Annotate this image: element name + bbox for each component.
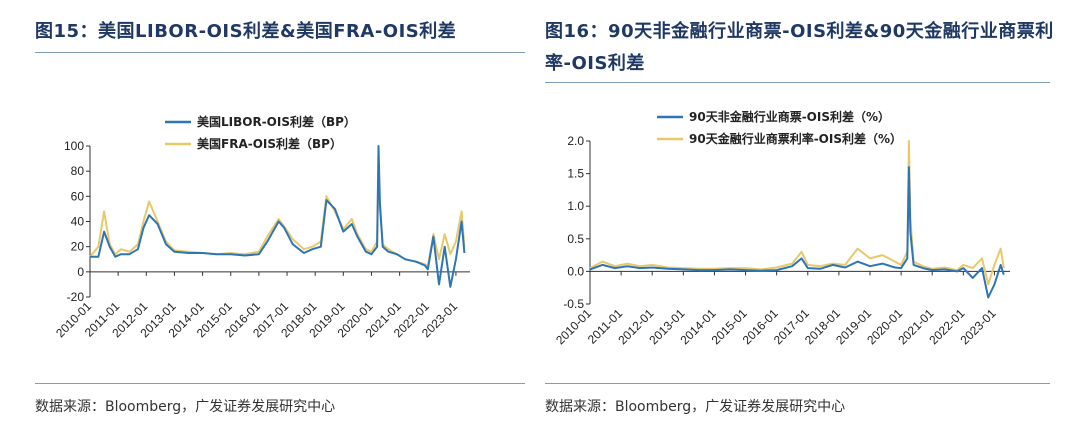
right-chart-panel: 图16：90天非金融行业商票-OIS利差&90天金融行业商票利率-OIS利差 2… — [545, 0, 1080, 444]
y-tick-label: 0.5 — [567, 232, 584, 246]
y-tick-label: 20 — [71, 240, 85, 254]
y-tick-label: 80 — [71, 164, 85, 178]
y-tick-label: 2.0 — [567, 134, 584, 148]
right-title-rule — [545, 82, 1050, 83]
y-tick-label: 0.0 — [567, 264, 584, 278]
series-line-gold — [89, 170, 466, 268]
y-tick-label: 60 — [71, 189, 85, 203]
left-source-text: 数据来源：Bloomberg，广发证券发展研究中心 — [35, 399, 336, 415]
legend-label: 90天非金融行业商票-OIS利差（%） — [689, 109, 890, 124]
right-chart-svg: 2.01.51.00.50.0-0.52010-012011-012012-01… — [553, 109, 1010, 347]
series-line-gold — [589, 140, 1005, 286]
x-tick-label: 2023-01 — [958, 306, 999, 347]
y-tick-label: -0.5 — [563, 297, 584, 311]
series-line-blue — [90, 145, 466, 288]
y-tick-label: 100 — [64, 139, 84, 153]
y-tick-label: 1.0 — [567, 199, 584, 213]
series-line-blue — [589, 166, 1005, 299]
left-chart-panel: 图15：美国LIBOR-OIS利差&美国FRA-OIS利差 100 80 60 40 2… — [0, 0, 530, 444]
left-chart-title: 图15：美国LIBOR-OIS利差&美国FRA-OIS利差 — [35, 21, 457, 42]
left-title-rule — [35, 52, 525, 53]
right-source-text: 数据来源：Bloomberg，广发证券发展研究中心 — [545, 399, 846, 415]
right-chart-title: 图16：90天非金融行业商票-OIS利差&90天金融行业商票利率-OIS利差 — [545, 21, 1054, 74]
y-tick-label: 40 — [71, 215, 85, 229]
left-source-rule — [35, 383, 525, 384]
y-tick-label: 1.5 — [567, 167, 584, 181]
left-chart-svg: 100806040200-202010-012011-012012-012013… — [53, 114, 470, 340]
right-source-rule — [545, 383, 1050, 384]
legend-label: 90天金融行业商票利率-OIS利差（%） — [689, 131, 902, 146]
y-tick-label: -20 — [67, 290, 85, 304]
legend-label: 美国FRA-OIS利差（BP） — [197, 136, 342, 151]
legend-label: 美国LIBOR-OIS利差（BP） — [197, 114, 356, 129]
y-tick-label: 0 — [77, 265, 84, 279]
